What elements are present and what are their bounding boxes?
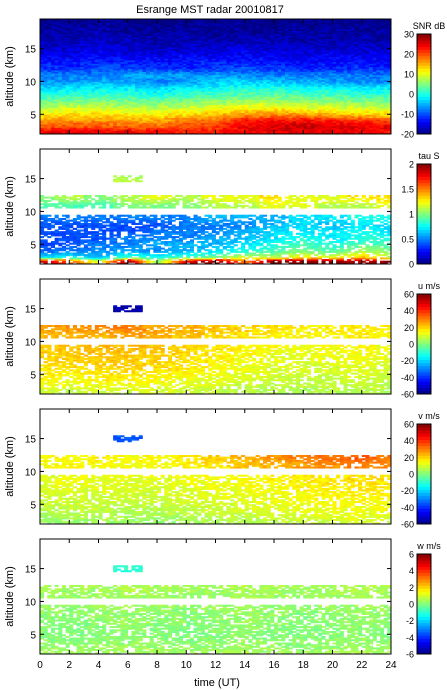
figure-title: Esrange MST radar 20010817 <box>136 4 284 16</box>
heatmap-cells-snr <box>40 19 391 134</box>
